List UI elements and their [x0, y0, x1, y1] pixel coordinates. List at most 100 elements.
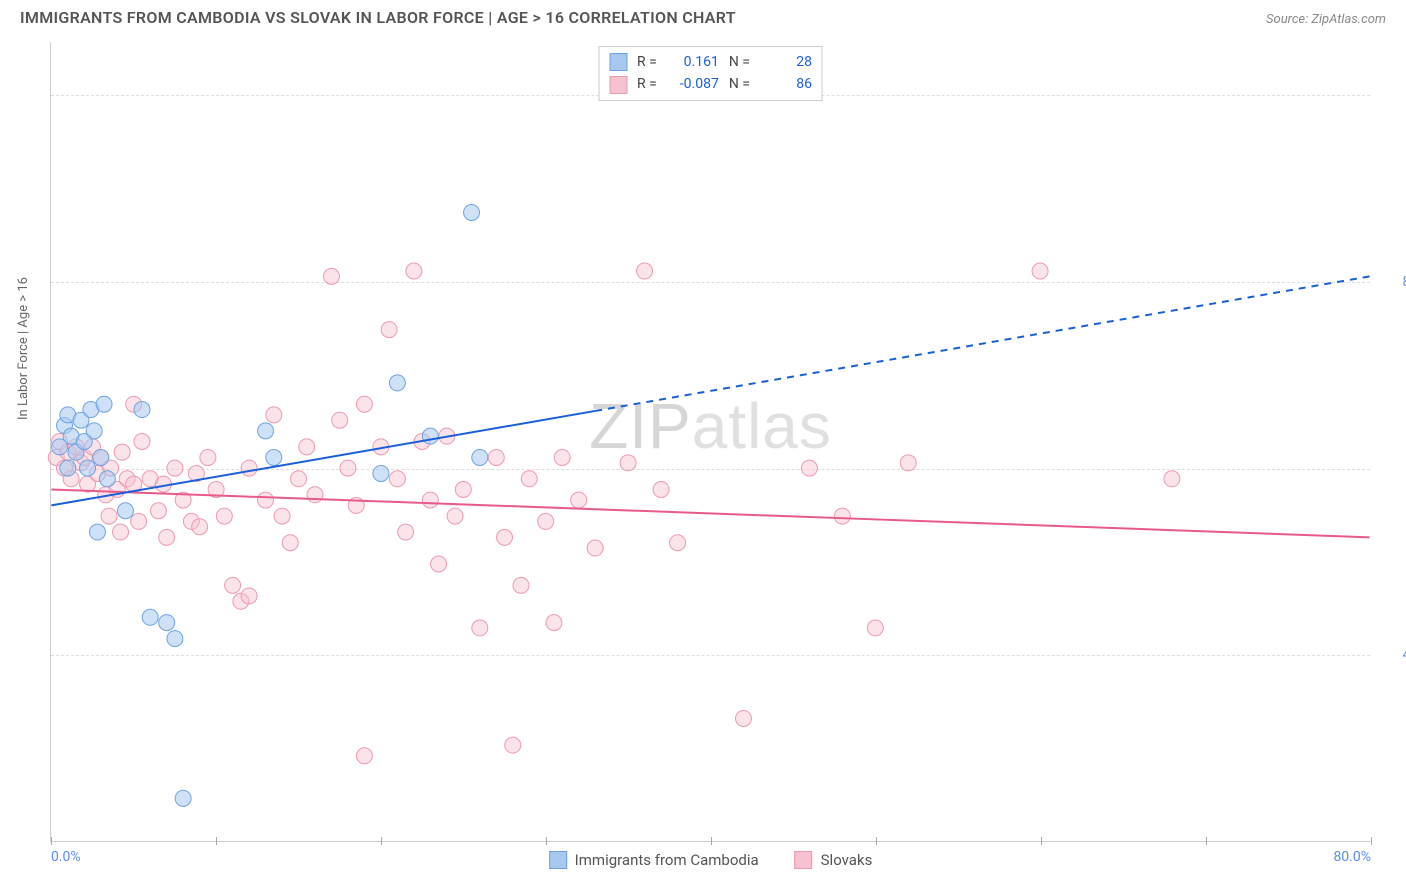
series-b-point: [472, 620, 488, 636]
series-b-point: [258, 492, 274, 508]
series-a-point: [389, 375, 405, 391]
series-b-point: [241, 460, 257, 476]
series-b-point: [834, 508, 850, 524]
series-b-point: [114, 444, 130, 460]
series-b-point: [431, 556, 447, 572]
series-b-point: [381, 322, 397, 338]
series-b-point: [241, 588, 257, 604]
series-a-point: [117, 503, 133, 519]
series-a-point: [60, 460, 76, 476]
series-a-point: [99, 471, 115, 487]
x-tick-label: 0.0%: [51, 849, 81, 865]
r-label: R =: [637, 51, 657, 73]
x-tick-label: 80.0%: [1333, 849, 1371, 865]
series-b-point: [200, 449, 216, 465]
series-b-point: [488, 449, 504, 465]
series-b-point: [150, 503, 166, 519]
series-legend: Immigrants from Cambodia Slovaks: [549, 851, 873, 869]
series-b-point: [670, 535, 686, 551]
series-b-point: [307, 487, 323, 503]
series-b-point: [398, 524, 414, 540]
series-b-point: [653, 481, 669, 497]
series-b-point: [538, 513, 554, 529]
series-a-point: [86, 423, 102, 439]
series-b-point: [406, 263, 422, 279]
source-attribution: Source: ZipAtlas.com: [1266, 12, 1386, 27]
series-b-point: [900, 455, 916, 471]
swatch-series-a: [549, 851, 567, 869]
series-a-label: Immigrants from Cambodia: [575, 851, 759, 869]
series-a-point: [80, 460, 96, 476]
series-a-point: [93, 449, 109, 465]
r-label: R =: [637, 73, 657, 95]
series-b-point: [113, 524, 129, 540]
series-b-point: [455, 481, 471, 497]
x-tick: [1371, 837, 1372, 845]
series-a-point: [175, 790, 191, 806]
legend-row-series-a: R = 0.161 N = 28: [609, 51, 812, 73]
series-a-point: [134, 402, 150, 418]
series-b-point: [323, 268, 339, 284]
n-label: N =: [729, 51, 750, 73]
series-b-point: [422, 492, 438, 508]
trendline-solid: [51, 411, 595, 505]
series-a-point: [167, 631, 183, 647]
y-axis-label: In Labor Force | Age > 16: [16, 277, 31, 420]
series-b-point: [587, 540, 603, 556]
series-b-point: [447, 508, 463, 524]
y-tick-label: 82.5%: [1380, 274, 1406, 290]
series-a-point: [472, 449, 488, 465]
series-b-point: [546, 615, 562, 631]
chart-title: IMMIGRANTS FROM CAMBODIA VS SLOVAK IN LA…: [20, 8, 736, 27]
series-b-point: [299, 439, 315, 455]
series-b-point: [101, 508, 117, 524]
series-b-point: [554, 449, 570, 465]
series-b-point: [801, 460, 817, 476]
r-value-b: -0.087: [667, 73, 719, 95]
series-a-point: [142, 609, 158, 625]
series-b-point: [356, 396, 372, 412]
series-b-point: [291, 471, 307, 487]
y-tick-label: 47.5%: [1380, 647, 1406, 663]
series-b-point: [521, 471, 537, 487]
swatch-series-b: [609, 76, 627, 94]
series-b-point: [1164, 471, 1180, 487]
series-a-point: [266, 449, 282, 465]
series-a-point: [258, 423, 274, 439]
legend-item-series-b: Slovaks: [795, 851, 873, 869]
legend-row-series-b: R = -0.087 N = 86: [609, 73, 812, 95]
series-a-point: [422, 428, 438, 444]
series-b-point: [505, 737, 521, 753]
series-b-point: [266, 407, 282, 423]
series-b-point: [274, 508, 290, 524]
series-b-point: [356, 748, 372, 764]
series-b-point: [134, 434, 150, 450]
series-b-point: [131, 513, 147, 529]
series-b-point: [225, 577, 241, 593]
trendline: [51, 489, 1369, 537]
series-b-point: [332, 412, 348, 428]
n-label: N =: [729, 73, 750, 95]
series-b-point: [867, 620, 883, 636]
series-a-point: [373, 465, 389, 481]
swatch-series-b: [795, 851, 813, 869]
series-b-point: [497, 529, 513, 545]
series-b-point: [389, 471, 405, 487]
series-b-point: [159, 529, 175, 545]
series-b-point: [192, 519, 208, 535]
series-a-point: [89, 524, 105, 540]
chart-plot-area: ZIPatlas 47.5%82.5%0.0%80.0% R = 0.161 N…: [50, 42, 1370, 842]
series-b-point: [513, 577, 529, 593]
series-b-point: [735, 710, 751, 726]
r-value-a: 0.161: [667, 51, 719, 73]
series-a-point: [159, 615, 175, 631]
series-b-point: [340, 460, 356, 476]
series-a-point: [96, 396, 112, 412]
plot-svg: [51, 42, 1370, 841]
series-b-point: [282, 535, 298, 551]
series-b-label: Slovaks: [821, 851, 873, 869]
n-value-b: 86: [760, 73, 812, 95]
legend-item-series-a: Immigrants from Cambodia: [549, 851, 759, 869]
series-b-point: [216, 508, 232, 524]
series-a-point: [464, 204, 480, 220]
